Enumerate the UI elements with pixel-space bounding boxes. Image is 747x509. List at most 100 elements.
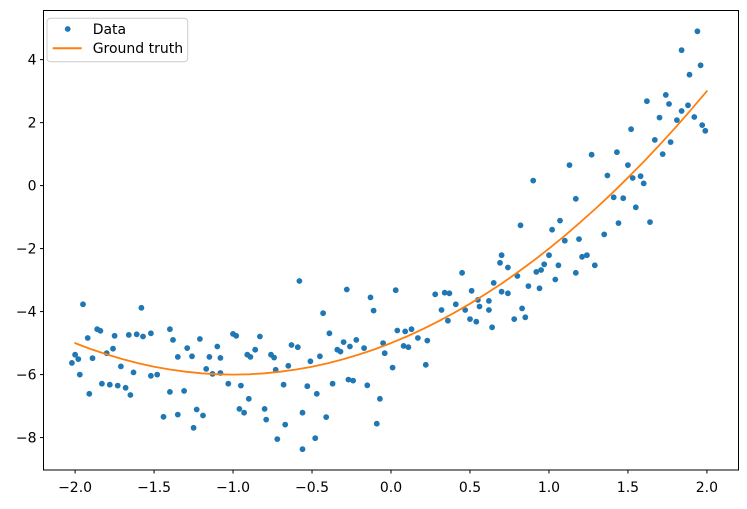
data-point bbox=[261, 406, 268, 412]
data-point bbox=[530, 177, 537, 184]
data-point bbox=[190, 424, 197, 431]
data-point bbox=[610, 194, 617, 201]
data-point bbox=[288, 342, 295, 348]
data-point bbox=[541, 261, 548, 268]
data-point bbox=[625, 162, 631, 169]
data-point bbox=[350, 377, 356, 384]
data-point bbox=[519, 305, 525, 312]
x-tick-label: 0.5 bbox=[459, 480, 481, 496]
data-point bbox=[659, 151, 666, 158]
data-point bbox=[138, 304, 145, 311]
data-point bbox=[557, 217, 563, 224]
data-point bbox=[285, 362, 292, 369]
ground-truth-series bbox=[74, 90, 708, 376]
data-point bbox=[89, 355, 96, 362]
data-point bbox=[489, 324, 495, 331]
data-point bbox=[505, 264, 511, 271]
data-point bbox=[252, 346, 259, 353]
data-point bbox=[263, 416, 270, 423]
data-point bbox=[72, 351, 78, 358]
data-point bbox=[699, 122, 706, 128]
legend-label-ground-truth: Ground truth bbox=[93, 41, 183, 57]
x-tick-label: 1.0 bbox=[538, 480, 560, 496]
data-point bbox=[140, 333, 146, 340]
data-point bbox=[307, 358, 314, 365]
data-point bbox=[432, 291, 439, 298]
legend-label-data: Data bbox=[93, 22, 126, 38]
data-point bbox=[106, 381, 113, 388]
data-point bbox=[601, 231, 608, 238]
data-point bbox=[233, 332, 240, 339]
data-point bbox=[271, 354, 277, 361]
data-point bbox=[422, 361, 429, 368]
data-point bbox=[312, 435, 319, 442]
data-point bbox=[576, 236, 582, 243]
data-point bbox=[640, 180, 647, 187]
ground-truth-line bbox=[74, 90, 708, 376]
data-point bbox=[241, 409, 248, 416]
data-point bbox=[133, 331, 140, 338]
data-point bbox=[340, 339, 347, 345]
data-point bbox=[110, 345, 116, 352]
data-point bbox=[476, 303, 483, 310]
x-tick-label: 1.5 bbox=[617, 480, 639, 496]
data-point bbox=[517, 222, 524, 229]
data-point bbox=[392, 287, 399, 294]
data-point bbox=[326, 330, 333, 337]
data-point bbox=[656, 114, 663, 121]
data-point bbox=[441, 289, 448, 296]
y-tick-label: −4 bbox=[16, 304, 37, 320]
data-point bbox=[245, 395, 252, 402]
data-point bbox=[505, 290, 511, 297]
data-point bbox=[620, 195, 627, 202]
data-point bbox=[685, 102, 691, 109]
data-point bbox=[697, 62, 704, 69]
data-point bbox=[678, 47, 685, 54]
data-point bbox=[389, 364, 396, 371]
data-point bbox=[678, 108, 685, 114]
data-point bbox=[667, 139, 674, 146]
data-point bbox=[647, 219, 653, 226]
data-point bbox=[345, 376, 352, 383]
data-point bbox=[367, 294, 374, 301]
data-point bbox=[467, 316, 473, 322]
data-point bbox=[99, 380, 105, 387]
data-point bbox=[130, 369, 137, 376]
data-point bbox=[257, 333, 263, 340]
data-point bbox=[691, 114, 698, 120]
data-point bbox=[579, 253, 585, 260]
data-point bbox=[380, 340, 386, 346]
data-point bbox=[154, 371, 161, 378]
data-series bbox=[69, 28, 709, 453]
data-point bbox=[320, 310, 326, 317]
data-point bbox=[408, 326, 415, 333]
data-point bbox=[206, 354, 213, 360]
data-point bbox=[694, 28, 701, 35]
data-point bbox=[536, 285, 543, 292]
data-point bbox=[170, 337, 176, 343]
y-tick-label: −2 bbox=[16, 241, 37, 257]
data-point bbox=[167, 326, 173, 333]
data-point bbox=[446, 290, 453, 297]
data-point bbox=[373, 420, 380, 427]
data-point bbox=[400, 343, 407, 349]
data-point bbox=[299, 446, 306, 453]
data-point bbox=[546, 252, 552, 259]
data-point bbox=[486, 307, 492, 313]
data-point bbox=[203, 366, 210, 372]
data-point bbox=[552, 276, 559, 283]
x-tick-label: −1.5 bbox=[137, 480, 171, 496]
data-point bbox=[490, 280, 497, 286]
x-tick-label: −2.0 bbox=[58, 480, 92, 496]
data-point bbox=[651, 137, 658, 143]
data-point bbox=[538, 267, 544, 273]
legend: Data Ground truth bbox=[46, 17, 189, 63]
data-point bbox=[347, 343, 353, 350]
data-point bbox=[572, 195, 579, 202]
data-point bbox=[588, 151, 595, 158]
data-point bbox=[214, 343, 221, 350]
y-tick-label: −6 bbox=[16, 367, 37, 383]
data-point bbox=[498, 288, 505, 295]
data-point bbox=[86, 390, 93, 397]
